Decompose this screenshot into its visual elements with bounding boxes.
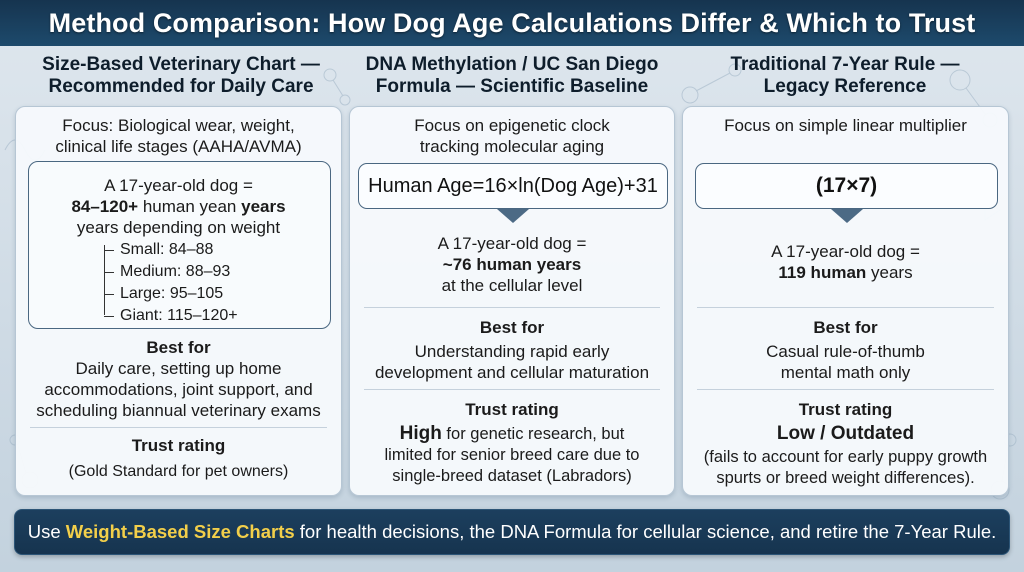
heading-line: Legacy Reference [763, 76, 927, 97]
example-line: A 17-year-old dog = [437, 234, 587, 253]
column-heading-dna-formula: DNA Methylation / UC San Diego Formula —… [347, 54, 677, 98]
list-item: Large: 95–105 [104, 283, 304, 305]
weight-breakdown-list: Small: 84–88 Medium: 88–93 Large: 95–105… [104, 239, 304, 327]
best-for-label: Best for [146, 338, 211, 357]
focus-text: Focus on simple linear multiplier [724, 116, 967, 135]
divider [697, 307, 994, 308]
example-text: A 17-year-old dog = 84–120+ human yean y… [16, 175, 341, 238]
heading-line: DNA Methylation / UC San Diego [365, 54, 659, 75]
trust-rating-text: High for genetic research, but limited f… [350, 423, 674, 487]
best-for-text: Casual rule-of-thumb mental math only [683, 341, 1008, 383]
focus-line: clinical life stages (AAHA/AVMA) [55, 137, 302, 156]
column-heading-seven-year-rule: Traditional 7-Year Rule — Legacy Referen… [680, 54, 1010, 98]
example-value-unit: years [241, 197, 286, 216]
example-line: at the cellular level [441, 276, 583, 295]
best-for-line: Understanding rapid early [414, 342, 610, 361]
focus-line: Focus on epigenetic clock [414, 116, 610, 135]
focus-text: Focus: Biological wear, weight, clinical… [16, 115, 341, 157]
best-for-text: Understanding rapid early development an… [350, 341, 674, 383]
example-value: 119 human [778, 263, 867, 282]
example-rest: years [866, 263, 913, 282]
best-for-label: Best for [479, 318, 545, 337]
list-item: Medium: 88–93 [104, 261, 304, 283]
divider [364, 389, 660, 390]
trust-rating-text: (fails to account for early puppy growth… [683, 447, 1008, 489]
best-for-line: mental math only [780, 363, 911, 382]
arrow-down-icon [497, 209, 529, 223]
best-for-label: Best for [813, 318, 878, 337]
recommendation-banner: Use Weight-Based Size Charts for health … [14, 509, 1010, 555]
best-for-line: scheduling biannual veterinary exams [36, 401, 321, 420]
page-title: Method Comparison: How Dog Age Calculati… [48, 7, 976, 38]
trust-rating-rest: for genetic research, but [441, 425, 625, 443]
trust-line: (fails to account for early puppy growth [703, 448, 988, 466]
best-for-text: Daily care, setting up home accommodatio… [16, 358, 341, 421]
trust-rating-value: Low / Outdated [776, 423, 915, 444]
example-line: A 17-year-old dog = [104, 176, 253, 195]
trust-line: limited for senior breed care due to [384, 446, 640, 464]
trust-rating-label: Trust rating [131, 436, 226, 455]
title-bar: Method Comparison: How Dog Age Calculati… [0, 0, 1024, 46]
best-for-line: accommodations, joint support, and [44, 380, 313, 399]
trust-line: single-breed dataset (Labradors) [392, 467, 632, 485]
trust-line: spurts or breed weight differences). [716, 469, 975, 487]
example-value: 84–120+ [71, 197, 139, 216]
formula-box: (17×7) [695, 163, 998, 209]
banner-prefix: Use [27, 521, 66, 542]
example-line: years depending on weight [76, 218, 281, 237]
trust-rating-label: Trust rating [465, 400, 559, 419]
trust-rating-label: Trust rating [798, 400, 893, 419]
best-for-line: Casual rule-of-thumb [766, 342, 925, 361]
example-line: A 17-year-old dog = [771, 242, 920, 261]
card-seven-year-rule: Focus on simple linear multiplier (17×7)… [682, 106, 1009, 496]
focus-text: Focus on epigenetic clock tracking molec… [350, 115, 674, 157]
focus-line: Focus: Biological wear, weight, [62, 116, 295, 135]
trust-rating-text: (Gold Standard for pet owners) [68, 463, 289, 480]
formula-box: Human Age=16×ln(Dog Age)+31 [358, 163, 668, 209]
heading-line: Recommended for Daily Care [48, 76, 314, 97]
divider [697, 389, 994, 390]
arrow-down-icon [831, 209, 863, 223]
card-dna-formula: Focus on epigenetic clock tracking molec… [349, 106, 675, 496]
focus-line: tracking molecular aging [419, 137, 605, 156]
best-for-line: development and cellular maturation [374, 363, 650, 382]
divider [30, 427, 327, 428]
trust-rating-value: High [399, 423, 442, 444]
banner-highlight: Weight-Based Size Charts [65, 521, 295, 542]
example-value: ~76 human years [442, 255, 582, 274]
card-size-chart: Focus: Biological wear, weight, clinical… [15, 106, 342, 496]
list-item: Small: 84–88 [104, 239, 304, 261]
example-text: A 17-year-old dog = ~76 human years at t… [350, 233, 674, 296]
banner-suffix: for health decisions, the DNA Formula fo… [294, 521, 997, 542]
example-box [28, 161, 331, 329]
heading-line: Size-Based Veterinary Chart — [42, 54, 320, 75]
tree-connector [104, 245, 105, 315]
heading-line: Formula — Scientific Baseline [375, 76, 649, 97]
divider [364, 307, 660, 308]
heading-line: Traditional 7-Year Rule — [730, 54, 960, 75]
example-mid: human yean [138, 197, 242, 216]
example-text: A 17-year-old dog = 119 human years [683, 241, 1008, 283]
best-for-line: Daily care, setting up home [75, 359, 282, 378]
column-heading-size-chart: Size-Based Veterinary Chart — Recommende… [16, 54, 346, 98]
list-item: Giant: 115–120+ [104, 305, 304, 327]
